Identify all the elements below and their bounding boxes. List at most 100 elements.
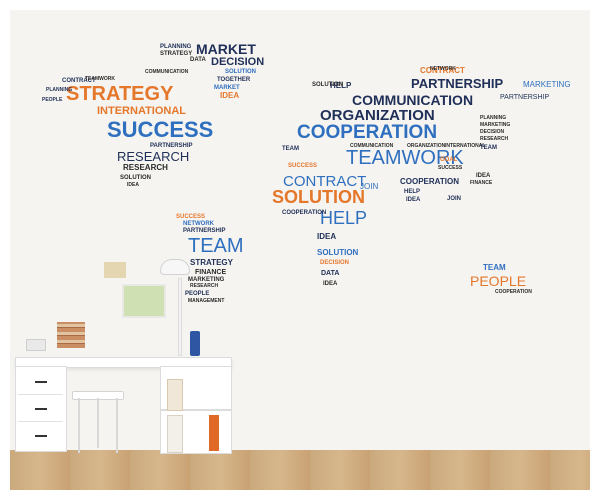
map-word: GOAL — [440, 157, 458, 163]
map-word: IDEA — [476, 173, 491, 179]
map-word: PARTNERSHIP — [500, 94, 550, 101]
drawer-unit — [15, 366, 67, 452]
pinned-notes — [104, 262, 126, 278]
map-word: CONTRACT — [283, 173, 367, 190]
map-word: RESEARCH — [190, 283, 219, 289]
map-word: CONTRACT — [420, 66, 465, 75]
shelf — [161, 409, 231, 411]
drawer — [18, 369, 63, 395]
map-word: DATA — [190, 57, 206, 63]
map-word: MARKETING — [188, 277, 225, 283]
orange-box — [209, 415, 219, 451]
shelf-books — [167, 379, 183, 411]
map-word: TEAM — [282, 146, 299, 152]
map-word: COOPERATION — [297, 122, 438, 143]
stool-leg — [97, 398, 99, 448]
map-word: PEOPLE — [42, 97, 63, 103]
map-word: COMMUNICATION — [352, 92, 474, 108]
map-word: DECISION — [480, 129, 505, 135]
map-word: IDEA — [323, 281, 338, 287]
map-word: COOPERATION — [400, 177, 459, 186]
map-word: MARKETING — [480, 122, 511, 128]
map-word: MARKET — [196, 41, 256, 57]
map-word: PLANNING — [160, 44, 192, 50]
map-word: PARTNERSHIP — [150, 143, 193, 149]
map-word: SUCCESS — [107, 117, 214, 142]
map-word: INTERNATIONAL — [97, 105, 187, 117]
map-word: SOLUTION — [317, 248, 359, 257]
wooden-floor — [10, 450, 590, 490]
map-word: PLANNING — [46, 87, 73, 93]
map-word: MARKETING — [523, 80, 571, 89]
map-word: SOLUTION — [312, 82, 343, 88]
drawer-handle — [35, 381, 47, 383]
map-word: DECISION — [211, 56, 265, 68]
map-word: PARTNERSHIP — [183, 228, 226, 234]
map-word: RESEARCH — [117, 149, 190, 164]
map-word: JOIN — [447, 196, 462, 202]
map-word: FINANCE — [195, 269, 227, 276]
map-word: HELP — [330, 81, 352, 90]
map-word: COOPERATION — [282, 210, 327, 216]
map-word: INTERNATIONAL — [445, 143, 486, 149]
map-word: ORGANIZATION — [320, 107, 435, 124]
map-word: COOPERATION — [495, 289, 532, 295]
map-word: SUCCESS — [438, 165, 463, 171]
map-word: TOGETHER — [217, 77, 251, 83]
map-word: HELP — [320, 208, 368, 228]
map-word: PLANNING — [480, 115, 507, 121]
desk-organizer — [26, 339, 46, 351]
map-word: NETWORK — [430, 66, 456, 72]
shelf-unit — [160, 366, 232, 454]
map-word: COMMUNICATION — [350, 143, 394, 149]
map-word: MARKET — [214, 85, 240, 91]
drawer-handle — [35, 435, 47, 437]
map-word: IDEA — [220, 91, 240, 100]
stool-leg — [116, 398, 118, 453]
map-word: RESEARCH — [123, 163, 168, 172]
map-word: STRATEGY — [190, 258, 233, 267]
map-word: SUCCESS — [176, 214, 206, 220]
map-word: TEAMWORK — [85, 76, 115, 82]
map-word: IDEA — [406, 197, 421, 203]
desk-lamp-shade — [160, 259, 190, 275]
book-stack — [57, 322, 85, 348]
drawer — [18, 396, 63, 422]
blue-bottle — [190, 331, 200, 356]
map-word: DATA — [321, 270, 340, 277]
map-word: FINANCE — [470, 180, 493, 186]
map-word: JOIN — [360, 182, 379, 191]
map-word: CONTRACT — [62, 78, 96, 84]
stool-leg — [78, 398, 80, 453]
map-word: NETWORK — [183, 221, 214, 227]
wall-picture — [122, 284, 166, 318]
map-word: IDEA — [317, 232, 337, 241]
map-word: SUCCESS — [288, 163, 318, 169]
desk-lamp-arm — [178, 278, 182, 356]
map-word: TEAM — [480, 145, 497, 151]
drawer-handle — [35, 408, 47, 410]
map-word: ORGANIZATION — [407, 143, 446, 149]
map-word: TEAM — [188, 235, 244, 257]
shelf-binders — [167, 415, 183, 453]
wall — [10, 10, 590, 450]
map-word: HELP — [404, 189, 421, 195]
map-word: COMMUNICATION — [145, 69, 189, 75]
map-word: PEOPLE — [470, 273, 527, 289]
map-word: SOLUTION — [225, 69, 256, 75]
map-word: STRATEGY — [66, 83, 174, 105]
map-word: STRATEGY — [160, 51, 193, 57]
map-word: MANAGEMENT — [188, 298, 225, 304]
map-word: PARTNERSHIP — [411, 76, 504, 91]
map-word: SOLUTION — [120, 175, 151, 181]
drawer — [18, 423, 63, 448]
map-word: PEOPLE — [185, 291, 210, 297]
map-word: SOLUTION — [272, 187, 365, 207]
map-word: DECISION — [320, 260, 350, 266]
map-word: TEAMWORK — [346, 147, 464, 169]
map-word: RESEARCH — [480, 136, 509, 142]
map-word: IDEA — [127, 182, 139, 188]
map-word: TEAM — [483, 263, 506, 272]
desk-top — [15, 357, 232, 368]
